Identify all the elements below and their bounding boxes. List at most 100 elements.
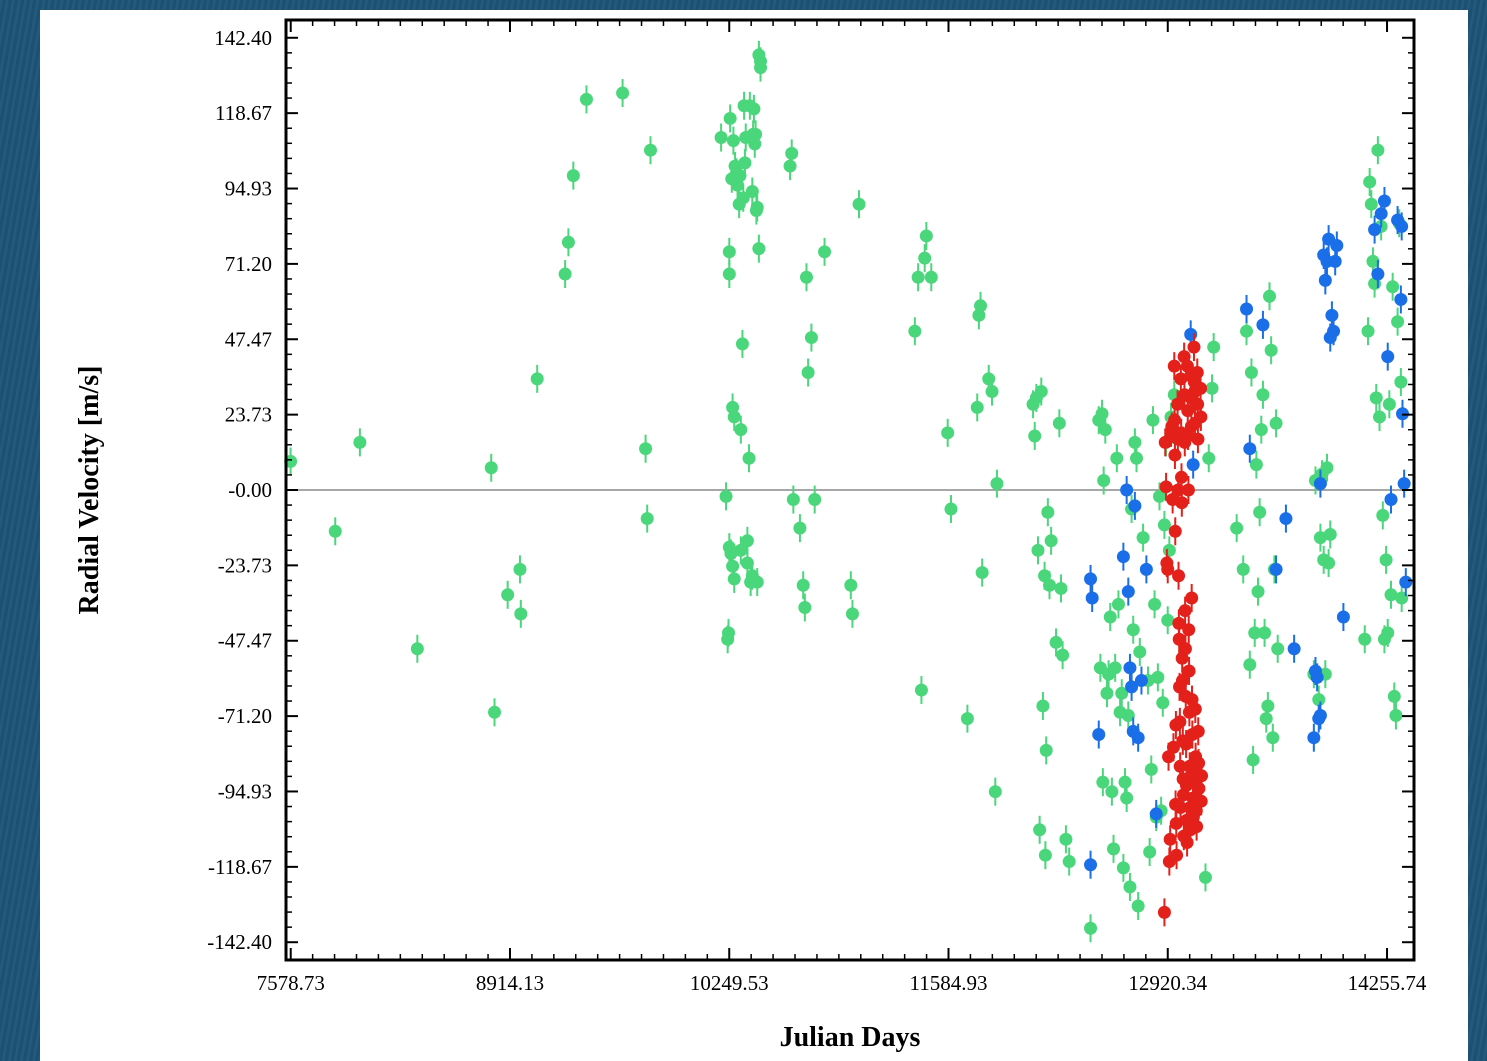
point-marker xyxy=(970,400,984,414)
point-marker xyxy=(799,270,813,284)
data-point-green xyxy=(1133,637,1147,666)
data-point-blue xyxy=(1243,434,1257,463)
point-marker xyxy=(1128,499,1142,513)
point-marker xyxy=(1148,597,1162,611)
point-marker xyxy=(1207,340,1221,354)
point-marker xyxy=(1243,658,1257,672)
point-marker xyxy=(941,426,955,440)
data-point-green xyxy=(1387,682,1401,711)
point-marker xyxy=(1363,175,1377,189)
data-point-green xyxy=(1054,574,1068,603)
point-marker xyxy=(1110,451,1124,465)
data-point-green xyxy=(1381,618,1395,647)
data-point-green xyxy=(1110,444,1124,473)
point-marker xyxy=(1168,524,1182,538)
point-marker xyxy=(1194,410,1208,424)
data-point-red xyxy=(1161,555,1175,584)
point-marker xyxy=(1161,613,1175,627)
data-point-green xyxy=(1394,368,1408,397)
point-marker xyxy=(1373,410,1387,424)
point-marker xyxy=(988,785,1002,799)
data-point-blue xyxy=(1313,701,1327,730)
data-point-green xyxy=(1256,380,1270,409)
point-marker xyxy=(1256,318,1270,332)
point-marker xyxy=(1191,724,1205,738)
data-point-red xyxy=(1175,488,1189,517)
point-marker xyxy=(1191,432,1205,446)
data-point-green xyxy=(1258,618,1272,647)
point-marker xyxy=(1279,512,1293,526)
point-marker xyxy=(1095,407,1109,421)
point-marker xyxy=(1399,575,1413,589)
point-marker xyxy=(1369,391,1383,405)
data-point-green xyxy=(818,237,832,266)
point-marker xyxy=(1116,861,1130,875)
point-marker xyxy=(1184,327,1198,341)
data-point-green xyxy=(1254,415,1268,444)
point-marker xyxy=(353,435,367,449)
data-point-green xyxy=(785,139,799,168)
point-marker xyxy=(728,159,742,173)
data-point-green xyxy=(1028,422,1042,451)
data-point-green xyxy=(970,393,984,422)
point-marker xyxy=(1240,302,1254,316)
data-point-blue xyxy=(1256,310,1270,339)
point-marker xyxy=(719,489,733,503)
point-marker xyxy=(1175,470,1189,484)
point-marker xyxy=(1084,858,1098,872)
point-marker xyxy=(1136,531,1150,545)
point-marker xyxy=(1323,527,1337,541)
data-point-green xyxy=(740,526,754,555)
data-point-green xyxy=(734,415,748,444)
point-marker xyxy=(785,146,799,160)
data-point-blue xyxy=(1313,469,1327,498)
point-marker xyxy=(726,559,740,573)
data-point-blue xyxy=(1287,634,1301,663)
point-marker xyxy=(328,524,342,538)
data-point-green xyxy=(1261,691,1275,720)
data-point-green xyxy=(914,676,928,705)
data-point-blue xyxy=(1125,672,1139,701)
point-marker xyxy=(1049,635,1063,649)
data-point-green xyxy=(924,263,938,292)
x-tick-label: 11584.93 xyxy=(910,971,988,995)
data-point-blue xyxy=(1085,583,1099,612)
data-point-green xyxy=(1100,679,1114,708)
y-tick-label: -0.00 xyxy=(228,478,272,502)
data-point-green xyxy=(735,329,749,358)
point-marker xyxy=(1384,493,1398,507)
data-point-green xyxy=(908,317,922,346)
data-point-green xyxy=(801,358,815,387)
data-point-blue xyxy=(1120,476,1134,504)
data-point-red xyxy=(1191,717,1205,746)
point-marker xyxy=(1175,496,1189,510)
point-marker xyxy=(561,235,575,249)
data-point-green xyxy=(1251,577,1265,606)
data-point-green xyxy=(911,263,925,292)
point-marker xyxy=(798,601,812,614)
point-marker xyxy=(514,607,528,621)
point-marker xyxy=(1379,553,1393,567)
point-marker xyxy=(1144,762,1158,776)
data-point-blue xyxy=(1381,342,1395,371)
point-marker xyxy=(1186,458,1200,472)
data-point-green xyxy=(723,104,737,133)
point-marker xyxy=(734,543,748,557)
data-point-green xyxy=(1115,679,1129,708)
data-point-green xyxy=(1098,415,1112,444)
point-marker xyxy=(1167,359,1181,373)
point-marker xyxy=(752,48,766,62)
data-point-blue xyxy=(1240,294,1254,323)
x-tick-label: 14255.74 xyxy=(1348,971,1427,995)
data-point-green xyxy=(1128,428,1142,457)
point-marker xyxy=(1190,366,1204,379)
point-marker xyxy=(727,410,741,424)
data-point-green xyxy=(1379,545,1393,574)
point-marker xyxy=(1386,280,1400,294)
data-point-green xyxy=(561,228,575,257)
point-marker xyxy=(1111,597,1125,611)
point-marker xyxy=(1230,521,1244,535)
point-marker xyxy=(1194,794,1208,808)
point-marker xyxy=(1108,661,1122,675)
data-point-red xyxy=(1166,733,1180,762)
